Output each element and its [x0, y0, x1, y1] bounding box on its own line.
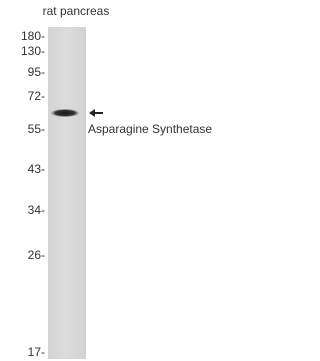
band-label: Asparagine Synthetase — [88, 122, 212, 136]
marker-labels: 180- 130- 95- 72- 55- 43- 34- 26- 17- — [21, 29, 45, 359]
marker: 95- — [28, 65, 45, 79]
marker: 43- — [28, 162, 45, 176]
marker: 130- — [21, 44, 45, 58]
marker: 34- — [28, 203, 45, 217]
marker: 17- — [28, 345, 45, 359]
arrow — [89, 109, 103, 117]
lane — [48, 27, 86, 359]
band — [51, 109, 79, 117]
marker: 26- — [28, 248, 45, 262]
sample-label: rat pancreas — [43, 4, 110, 18]
marker: 55- — [28, 122, 45, 136]
marker: 72- — [28, 89, 45, 103]
marker: 180- — [21, 29, 45, 43]
western-blot: rat pancreas 180- 130- 95- 72- 55- 43- 3… — [0, 0, 241, 361]
